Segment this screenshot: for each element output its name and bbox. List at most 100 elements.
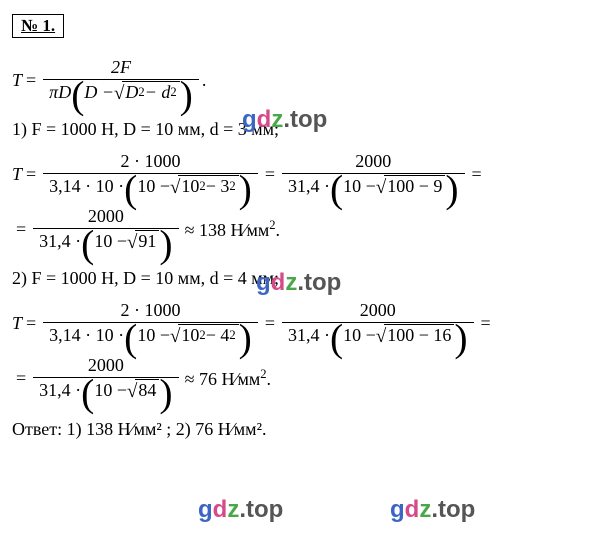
c1-frac2: 2000 31,4 · ( 10 − √ 100 − 9 ) — [282, 150, 465, 199]
paren-right: ) — [239, 328, 252, 350]
wm-t: top — [438, 496, 475, 523]
watermark: gdz.top — [198, 496, 283, 524]
paren-left: ( — [330, 328, 343, 350]
equals-sign: = — [472, 164, 482, 185]
problem-number-box: № 1. — [12, 14, 64, 38]
main-formula: T = 2F πD ( D − √ D2 − d2 ) . — [12, 56, 589, 105]
num: 2000 — [354, 299, 402, 322]
r2: − 3 — [206, 176, 230, 197]
r1: 10 — [181, 325, 199, 346]
paren-in: 10 − — [137, 176, 170, 197]
equals-sign: = — [481, 313, 491, 334]
main-frac-den: πD ( D − √ D2 − d2 ) — [43, 80, 199, 105]
c1-frac1: 2 · 1000 3,14 · 10 · ( 10 − √ 102 − 32 ) — [43, 150, 258, 199]
paren-in: 10 − — [343, 325, 376, 346]
result-val: ≈ 138 Н⁄мм — [185, 220, 270, 240]
den-prefix: 31,4 · — [39, 380, 81, 401]
case2-given: 2) F = 1000 H, D = 10 мм, d = 4 мм; — [12, 268, 589, 289]
radicand: 100 − 16 — [384, 324, 454, 347]
den: 3,14 · 10 · ( 10 − √ 102 − 42 ) — [43, 323, 258, 348]
sqrt: √ 91 — [127, 230, 159, 253]
watermark: gdz.top — [390, 496, 475, 524]
den: 31,4 · ( 10 − √ 84 ) — [33, 378, 178, 403]
den-prefix: 31,4 · — [288, 325, 330, 346]
radicand: 102 − 42 — [178, 324, 238, 347]
wm-d: d — [213, 496, 228, 523]
c1-frac3: 2000 31,4 · ( 10 − √ 91 ) — [33, 205, 178, 254]
sqrt: √ 102 − 32 — [170, 175, 239, 198]
result-text: ≈ 138 Н⁄мм2. — [185, 218, 280, 241]
sqrt: √ 100 − 9 — [376, 175, 446, 198]
num: 2000 — [349, 150, 397, 173]
den-prefix: 31,4 · — [288, 176, 330, 197]
den: 31,4 · ( 10 − √ 91 ) — [33, 229, 178, 254]
equals-sign: = — [265, 313, 275, 334]
paren-left: ( — [124, 328, 137, 350]
wm-z: z — [227, 496, 239, 523]
c2-frac3: 2000 31,4 · ( 10 − √ 84 ) — [33, 354, 178, 403]
sqrt: √ 100 − 16 — [376, 324, 455, 347]
den: 3,14 · 10 · ( 10 − √ 102 − 32 ) — [43, 174, 258, 199]
equals-sign: = — [26, 164, 36, 185]
paren-in: 10 − — [94, 380, 127, 401]
paren-right: ) — [159, 234, 172, 256]
answer-line: Ответ: 1) 138 Н⁄мм² ; 2) 76 Н⁄мм². — [12, 419, 589, 440]
den: 31,4 · ( 10 − √ 100 − 16 ) — [282, 323, 474, 348]
result-text: ≈ 76 Н⁄мм2. — [185, 367, 271, 390]
result-val: ≈ 76 Н⁄мм — [185, 369, 261, 389]
wm-z: z — [419, 496, 431, 523]
paren-right: ) — [445, 179, 458, 201]
radicand: 100 − 9 — [384, 175, 445, 198]
paren-in: 10 − — [137, 325, 170, 346]
wm-dot: . — [431, 496, 438, 523]
equals-sign: = — [26, 70, 36, 91]
equals-sign: = — [265, 164, 275, 185]
paren-right: ) — [454, 328, 467, 350]
radicand: 102 − 32 — [178, 175, 238, 198]
c2-frac1: 2 · 1000 3,14 · 10 · ( 10 − √ 102 − 42 ) — [43, 299, 258, 348]
radicand-D: D — [125, 82, 138, 103]
r2: − 4 — [206, 325, 230, 346]
paren-right: ) — [180, 85, 193, 107]
den: 31,4 · ( 10 − √ 100 − 9 ) — [282, 174, 465, 199]
equals-sign: = — [16, 368, 26, 389]
paren-right: ) — [159, 383, 172, 405]
paren-left: ( — [81, 234, 94, 256]
exp: 2 — [229, 328, 235, 343]
den-prefix: 3,14 · 10 · — [49, 176, 124, 197]
paren-left: ( — [71, 85, 84, 107]
T: T — [12, 313, 22, 334]
dot: . — [267, 369, 272, 389]
T: T — [12, 164, 22, 185]
paren-right: ) — [239, 179, 252, 201]
equals-sign: = — [16, 219, 26, 240]
den-D: D − — [84, 82, 114, 103]
den-prefix: 31,4 · — [39, 231, 81, 252]
main-frac-num: 2F — [105, 56, 137, 79]
paren-in: 10 − — [94, 231, 127, 252]
exp: 2 — [170, 85, 176, 100]
paren-left: ( — [330, 179, 343, 201]
case2-line1: T = 2 · 1000 3,14 · 10 · ( 10 − √ 102 − … — [12, 299, 589, 348]
wm-t: top — [246, 496, 283, 523]
radicand: D2 − d2 — [122, 81, 179, 104]
wm-d: d — [405, 496, 420, 523]
exp: 2 — [229, 179, 235, 194]
lhs: T — [12, 70, 22, 91]
radicand: 91 — [135, 230, 159, 253]
problem-number: № 1. — [21, 16, 55, 35]
paren-left: ( — [81, 383, 94, 405]
radicand: 84 — [135, 379, 159, 402]
paren-in: 10 − — [343, 176, 376, 197]
period: . — [202, 70, 207, 91]
den-prefix: 3,14 · 10 · — [49, 325, 124, 346]
r1: 10 — [181, 176, 199, 197]
case1-given: 1) F = 1000 H, D = 10 мм, d = 3 мм; — [12, 119, 589, 140]
wm-g: g — [390, 496, 405, 523]
wm-g: g — [198, 496, 213, 523]
sqrt: √ 84 — [127, 379, 159, 402]
case1-line1: T = 2 · 1000 3,14 · 10 · ( 10 − √ 102 − … — [12, 150, 589, 199]
main-fraction: 2F πD ( D − √ D2 − d2 ) — [43, 56, 199, 105]
radicand-d: − d — [145, 82, 171, 103]
den-prefix: πD — [49, 82, 71, 103]
